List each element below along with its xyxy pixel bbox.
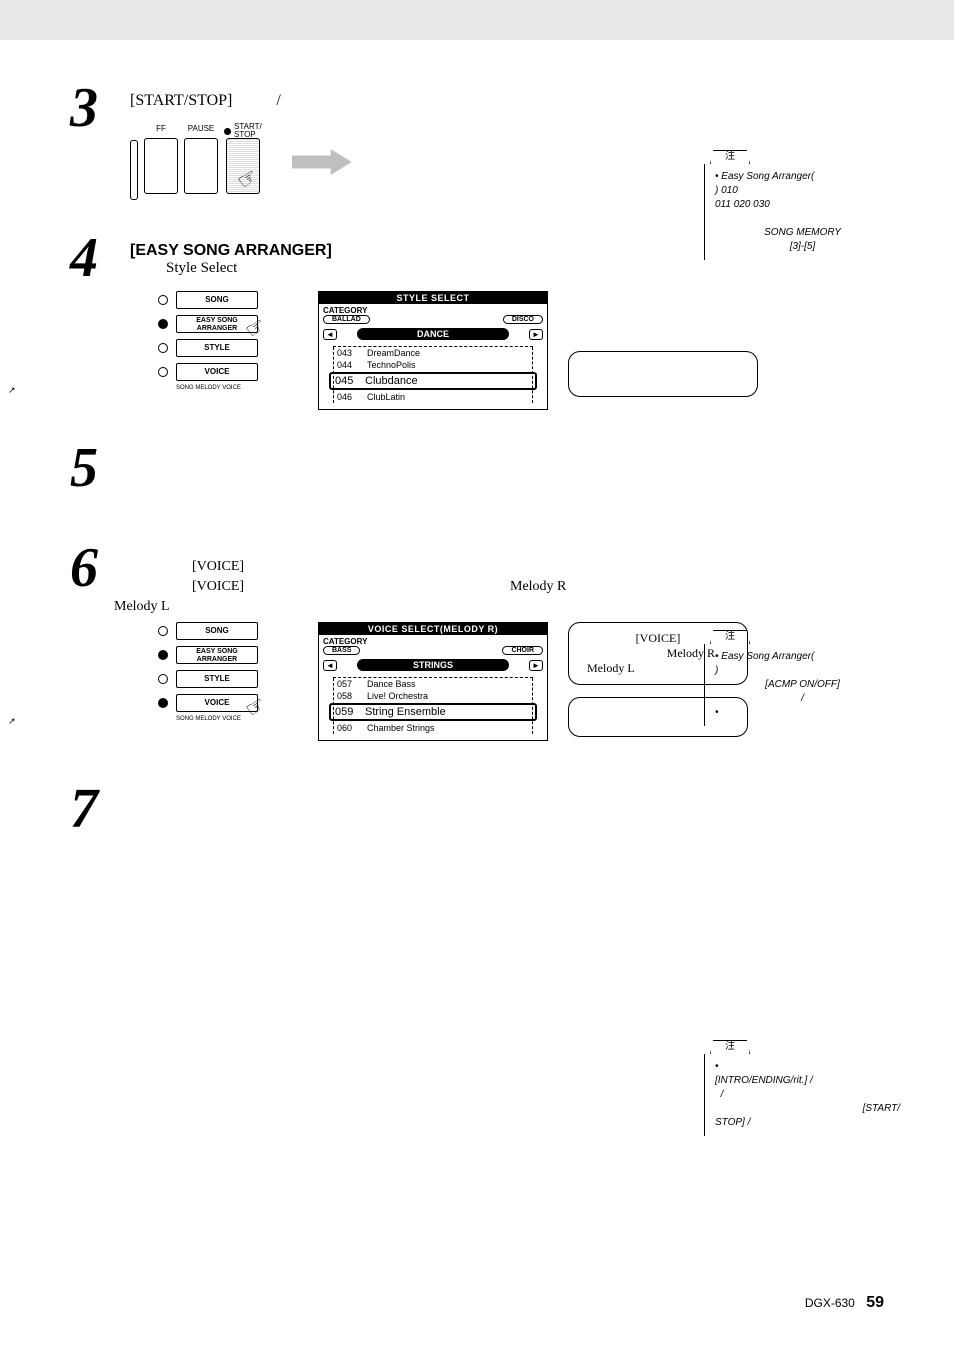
model-label: DGX-630 (805, 1296, 855, 1310)
voice-mode-button[interactable]: VOICE (176, 363, 258, 381)
arrow-icon: ↗ (8, 716, 16, 727)
page-footer: DGX-630 59 (805, 1294, 884, 1312)
mode-sub-label: ↗SONG MELODY VOICE (176, 716, 258, 722)
arrow-right-icon (292, 149, 352, 175)
step-number: 5 (70, 440, 130, 496)
note7-l2: / (721, 1089, 724, 1100)
note-box-6: 注 Easy Song Arranger( ) [ACMP ON/OFF] / (704, 630, 894, 726)
led-icon (158, 343, 168, 353)
arrow-icon: ↗ (8, 385, 16, 396)
voice-list: 057Dance Bass 058Live! Orchestra 059Stri… (333, 677, 533, 734)
note6-l2: ) (715, 665, 718, 676)
note7-l4: STOP] / (715, 1117, 750, 1128)
list-item: 046ClubLatin (333, 391, 533, 403)
led-icon (158, 295, 168, 305)
cat-prev-button[interactable]: ◄ (323, 660, 337, 671)
ff-label: FF (156, 124, 166, 138)
step-5: 5 (70, 440, 884, 510)
start-stop-label: [START/STOP] (130, 92, 232, 109)
cat-next-button[interactable]: ► (529, 329, 543, 340)
style-list: 043DreamDance 044TechnoPolis 045Clubdanc… (333, 346, 533, 403)
pause-label: PAUSE (188, 124, 215, 138)
song-mode-button[interactable]: SONG (176, 622, 258, 640)
rec-dot-icon (224, 128, 231, 135)
song-mode-button[interactable]: SONG (176, 291, 258, 309)
list-item: 058Live! Orchestra (333, 690, 533, 702)
cat-current: STRINGS (357, 659, 509, 671)
mode-panel-6: SONG EASY SONG ARRANGER STYLE (158, 622, 258, 722)
list-item: 043DreamDance (333, 347, 533, 359)
step3-title: [START/STOP] / (130, 92, 884, 110)
cat-next: CHOIR (502, 646, 543, 655)
lcd-title: VOICE SELECT(MELODY R) (319, 623, 547, 635)
easy-song-arranger-button[interactable]: EASY SONG ARRANGER (176, 646, 258, 664)
lcd-category-label: CATEGORY (319, 635, 547, 646)
list-item: 057Dance Bass (333, 678, 533, 690)
slash: / (276, 92, 280, 109)
note3-l2: ) 010 (715, 185, 738, 196)
note-tab: 注 (710, 630, 750, 644)
mode-panel-4: SONG EASY SONG ARRANGER ☞ STYLE (158, 291, 258, 391)
header-bar (0, 0, 954, 40)
step-number: 3 (70, 80, 130, 136)
list-item: 044TechnoPolis (333, 359, 533, 371)
voice-label-1: [VOICE] (192, 556, 244, 577)
style-select-lcd: STYLE SELECT CATEGORY BALLAD DISCO ◄ DAN… (318, 291, 548, 410)
start-stop-btn-label: START/ STOP (224, 124, 262, 138)
cat-prev: BASS (323, 646, 360, 655)
step-number: 4 (70, 230, 130, 286)
voice-label-2: [VOICE] (192, 576, 244, 597)
led-icon (158, 319, 168, 329)
step-number: 7 (70, 781, 130, 837)
manual-page: 3 [START/STOP] / FF PAUSE (0, 0, 954, 1348)
list-item-selected: 059String Ensemble (329, 703, 537, 721)
cat-next-button[interactable]: ► (529, 660, 543, 671)
list-item-selected: 045Clubdance (329, 372, 537, 390)
cat-next: DISCO (503, 315, 543, 324)
led-icon (158, 367, 168, 377)
note-box-7: 注 [INTRO/ENDING/rit.] / / [START/ STOP] … (704, 1040, 904, 1136)
ff-button[interactable] (144, 138, 178, 194)
step-7: 7 (70, 781, 884, 901)
melody-r-label: Melody R (510, 576, 566, 597)
voice-select-lcd: VOICE SELECT(MELODY R) CATEGORY BASS CHO… (318, 622, 548, 741)
led-icon (158, 674, 168, 684)
note6-l1: Easy Song Arranger( (721, 651, 814, 662)
step6-text: [VOICE] [VOICE] Melody R Melody L (130, 552, 884, 612)
callout-bubble (568, 351, 758, 397)
led-bar (130, 140, 138, 200)
style-mode-button[interactable]: STYLE (176, 339, 258, 357)
lcd-title: STYLE SELECT (319, 292, 547, 304)
esa-l1: EASY SONG (196, 648, 238, 655)
mode-sub-label: ↗SONG MELODY VOICE (176, 385, 258, 391)
led-icon (158, 626, 168, 636)
note6-l3: [ACMP ON/OFF] (715, 678, 890, 692)
esa-l2: ARRANGER (197, 325, 237, 332)
note-tab: 注 (710, 150, 750, 164)
step4-sub: Style Select (166, 260, 884, 277)
note3-l4: SONG MEMORY (715, 226, 890, 240)
esa-l2: ARRANGER (197, 656, 237, 663)
style-mode-button[interactable]: STYLE (176, 670, 258, 688)
cat-prev-button[interactable]: ◄ (323, 329, 337, 340)
note6-l4: / (715, 692, 890, 706)
pause-button[interactable] (184, 138, 218, 194)
cat-prev: BALLAD (323, 315, 370, 324)
esa-l1: EASY SONG (196, 317, 238, 324)
led-icon (158, 698, 168, 708)
melody-l-label: Melody L (114, 596, 170, 617)
led-icon (158, 650, 168, 660)
note3-l1: Easy Song Arranger( (721, 171, 814, 182)
lcd-category-label: CATEGORY (319, 304, 547, 315)
note3-l5: [3]-[5] (715, 240, 890, 254)
note7-l1: [INTRO/ENDING/rit.] / (715, 1075, 813, 1086)
note-tab: 注 (710, 1040, 750, 1054)
cat-current: DANCE (357, 328, 509, 340)
step-number: 6 (70, 540, 130, 596)
page-number: 59 (866, 1294, 884, 1311)
list-item: 060Chamber Strings (333, 722, 533, 734)
note3-l3: 011 020 030 (715, 199, 770, 210)
note7-l3: [START/ (863, 1102, 900, 1116)
note-box-3: 注 Easy Song Arranger( ) 010 011 020 030 … (704, 150, 894, 260)
